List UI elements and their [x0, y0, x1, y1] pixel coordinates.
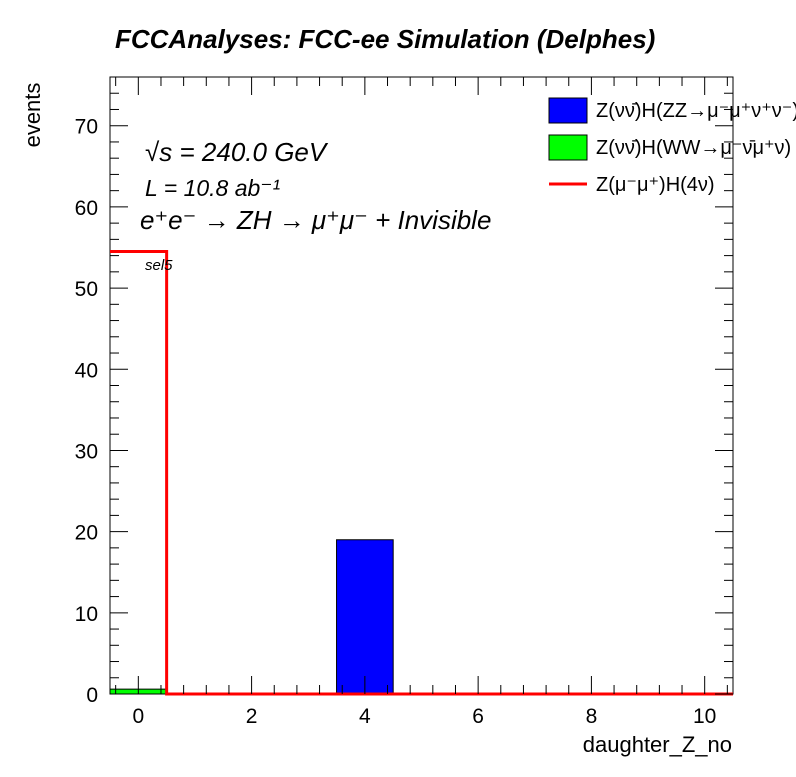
y-tick-label-0: 0 — [86, 684, 98, 707]
legend-swatch-0 — [548, 97, 588, 124]
x-tick-label-10: 10 — [693, 705, 716, 728]
legend: Z(νν̄)H(ZZ→μ⁻μ⁺ν⁺ν⁻) Z(νν̄)H(WW→μ⁻ν̄μ⁺ν) Z… — [548, 97, 796, 196]
legend-entries: Z(νν̄)H(ZZ→μ⁻μ⁺ν⁺ν⁻) Z(νν̄)H(WW→μ⁻ν̄μ⁺ν) Z… — [548, 97, 796, 196]
y-tick-label-10: 10 — [75, 603, 98, 626]
annotation-process: e⁺e⁻ → ZH → μ⁺μ⁻ + Invisible — [140, 205, 491, 235]
annotation-luminosity: L = 10.8 ab⁻¹ — [145, 175, 280, 201]
y-tick-label-70: 70 — [75, 116, 98, 139]
x-tick-label-4: 4 — [359, 705, 371, 728]
chart-title: FCCAnalyses: FCC-ee Simulation (Delphes) — [115, 24, 655, 54]
y-tick-label-30: 30 — [75, 440, 98, 463]
annotation-selection: sel5 — [145, 257, 173, 274]
bar-series-0-bin-0 — [336, 539, 394, 695]
y-axis-label: events — [20, 83, 45, 148]
x-axis-label: daughter_Z_no — [583, 732, 732, 757]
x-tick-label-8: 8 — [586, 705, 598, 728]
legend-label-1: Z(νν̄)H(WW→μ⁻ν̄μ⁺ν) — [596, 137, 791, 159]
line-series-2-bin-0 — [110, 250, 733, 696]
annotation-sqrt-s: √s = 240.0 GeV — [145, 137, 329, 167]
y-tick-label-20: 20 — [75, 522, 98, 545]
legend-swatch-1 — [548, 134, 588, 161]
legend-label-2: Z(μ⁻μ⁺)H(4ν) — [596, 174, 715, 196]
legend-label-0: Z(νν̄)H(ZZ→μ⁻μ⁺ν⁺ν⁻) — [596, 100, 796, 122]
plot-frame — [109, 76, 734, 695]
y-tick-label-60: 60 — [75, 197, 98, 220]
y-tick-label-40: 40 — [75, 359, 98, 382]
y-tick-label-50: 50 — [75, 278, 98, 301]
x-tick-label-0: 0 — [132, 705, 144, 728]
x-tick-label-6: 6 — [472, 705, 484, 728]
x-tick-label-2: 2 — [246, 705, 258, 728]
